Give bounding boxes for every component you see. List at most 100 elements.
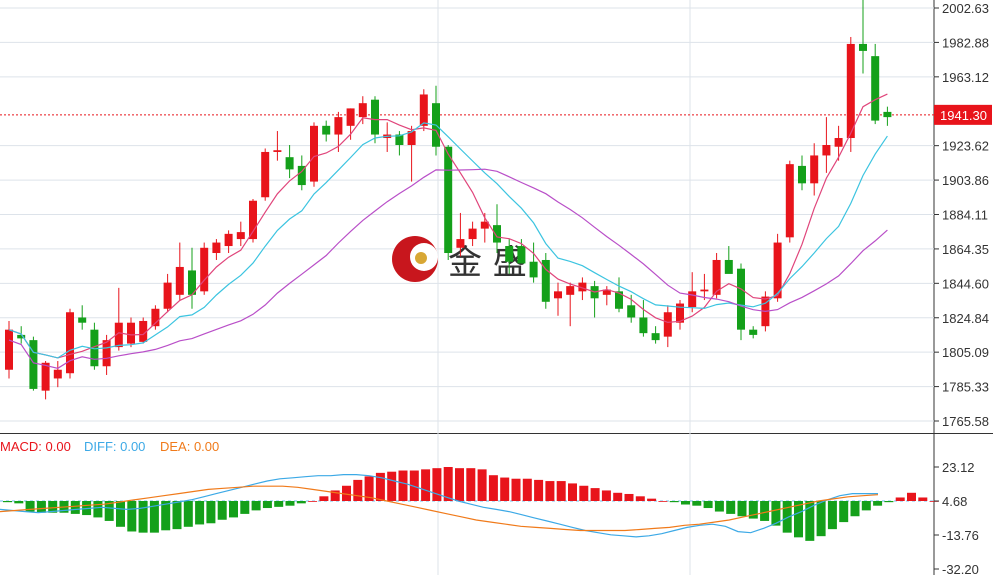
macd-bar-47	[534, 479, 544, 501]
macd-bar-70	[794, 501, 803, 538]
candle-body-29	[358, 103, 367, 118]
watermark-text: 金 盛	[448, 243, 527, 283]
ma-slow-line	[8, 168, 888, 369]
candle-body-72	[883, 111, 892, 118]
candle-body-47	[578, 282, 587, 292]
candle-body-44	[541, 259, 550, 302]
macd-bar-53	[601, 490, 611, 501]
candle-body-15	[188, 270, 196, 295]
macd-bar-46	[522, 478, 532, 501]
candle-body-2	[29, 340, 38, 389]
macd-bar-10	[116, 501, 125, 527]
macd-bar-19	[217, 501, 227, 520]
price-tick-label-4: 1903.86	[942, 173, 989, 188]
candle-body-65	[798, 165, 806, 184]
dea-label: DEA: 0.00	[160, 439, 219, 454]
macd-bar-59	[669, 501, 679, 503]
macd-bar-68	[771, 501, 781, 526]
macd-legend: MACD: 0.00 DIFF: 0.00 DEA: 0.00	[0, 439, 219, 454]
candle-body-13	[163, 282, 172, 309]
candle-body-57	[700, 289, 709, 292]
macd-bar-75	[850, 501, 860, 517]
candle-body-69	[846, 43, 855, 139]
macd-bar-62	[703, 501, 713, 509]
macd-label: MACD: 0.00	[0, 439, 71, 454]
candle-body-1	[17, 334, 26, 339]
macd-bar-18	[206, 501, 216, 524]
macd-bar-2	[25, 501, 35, 512]
macd-bar-27	[308, 501, 318, 502]
candle-body-17	[212, 242, 221, 254]
macd-bar-16	[183, 501, 193, 527]
candle-body-11	[139, 320, 148, 342]
dea-line	[0, 485, 879, 532]
candle-body-71	[871, 56, 880, 121]
macd-bar-76	[861, 501, 871, 511]
macd-bar-56	[635, 496, 645, 501]
candle-body-9	[114, 322, 123, 348]
macd-bar-8	[93, 501, 103, 518]
price-axis: 2002.63 1982.88 1963.12 1923.62 1903.86 1884.…	[934, 1, 989, 429]
macd-bar-80	[907, 492, 916, 501]
macd-bar-48	[545, 481, 555, 501]
macd-bar-24	[274, 501, 284, 507]
diff-label: DIFF: 0.00	[84, 439, 145, 454]
macd-bar-0	[3, 501, 12, 503]
macd-bar-23	[262, 501, 272, 509]
diff-line	[0, 474, 878, 538]
macd-bar-20	[229, 501, 238, 518]
macd-bar-43	[488, 475, 498, 501]
candle-body-22	[273, 150, 282, 152]
macd-bar-45	[511, 478, 521, 501]
candle-body-60	[737, 268, 745, 330]
candle-body-14	[175, 266, 184, 295]
candle-body-59	[724, 259, 733, 274]
macd-plot	[0, 467, 939, 541]
price-tick-label-7: 1844.60	[942, 276, 989, 291]
macd-bar-81	[918, 497, 928, 501]
candle-body-0	[5, 329, 13, 370]
macd-bar-39	[443, 467, 453, 501]
candle-body-52	[639, 317, 648, 334]
candle-body-25	[310, 125, 318, 182]
candle-body-56	[688, 291, 697, 308]
macd-bar-3	[36, 501, 46, 513]
candle-body-10	[127, 322, 135, 344]
macd-bar-6	[70, 501, 80, 514]
macd-bar-54	[613, 492, 623, 501]
candle-body-50	[615, 291, 623, 309]
candle-body-28	[346, 108, 355, 126]
price-tick-label-5: 1884.11	[942, 207, 988, 222]
current-price-tag: 1941.30	[934, 104, 992, 125]
ma-mid-line	[8, 122, 888, 359]
macd-bar-44	[500, 477, 510, 501]
price-tick-label-1: 1982.88	[942, 35, 989, 50]
candle-body-23	[285, 157, 294, 170]
macd-bar-12	[138, 501, 148, 533]
candle-body-39	[480, 221, 489, 229]
candle-body-41	[505, 246, 514, 262]
macd-bar-32	[364, 476, 374, 501]
macd-bar-21	[240, 501, 250, 514]
macd-bar-50	[568, 483, 577, 501]
candle-body-27	[334, 117, 343, 135]
macd-bar-77	[873, 501, 883, 506]
candle-body-70	[859, 43, 867, 51]
macd-bar-33	[375, 472, 385, 501]
macd-tick-label-2: -13.76	[942, 528, 979, 543]
candle-body-42	[517, 246, 526, 264]
macd-bar-41	[466, 468, 476, 501]
macd-bar-9	[104, 501, 114, 521]
candle-body-8	[102, 340, 111, 367]
macd-bar-72	[816, 501, 826, 537]
macd-bar-28	[319, 496, 329, 501]
candle-body-32	[395, 134, 404, 145]
candle-body-68	[834, 138, 843, 147]
candle-body-16	[200, 247, 209, 292]
price-tick-label-2: 1963.12	[942, 70, 989, 85]
macd-bar-17	[195, 501, 205, 525]
macd-bar-38	[432, 468, 442, 501]
macd-bar-29	[330, 490, 340, 501]
candle-body-4	[53, 369, 62, 379]
macd-bar-30	[342, 485, 351, 501]
